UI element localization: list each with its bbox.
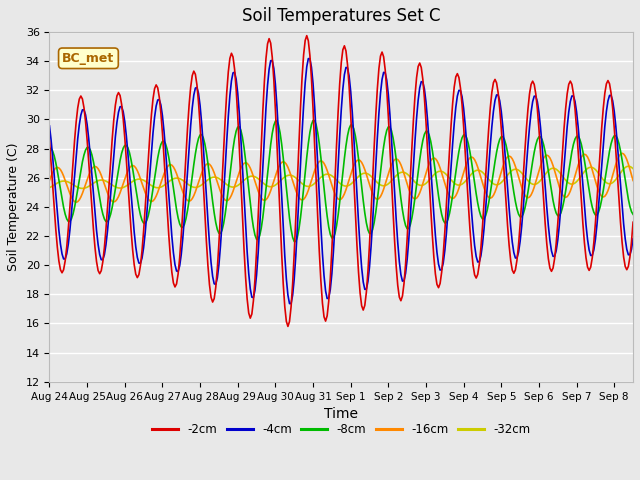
-8cm bbox=[202, 150, 210, 156]
-2cm bbox=[140, 228, 147, 234]
Line: -32cm: -32cm bbox=[49, 166, 633, 189]
-32cm bbox=[625, 163, 632, 169]
-8cm bbox=[143, 218, 150, 224]
-16cm bbox=[76, 197, 83, 203]
-4cm bbox=[305, 56, 312, 61]
-2cm bbox=[303, 33, 310, 38]
-4cm bbox=[287, 300, 295, 306]
-16cm bbox=[618, 150, 626, 156]
-16cm bbox=[579, 152, 587, 158]
Legend: -2cm, -4cm, -8cm, -16cm, -32cm: -2cm, -4cm, -8cm, -16cm, -32cm bbox=[147, 418, 535, 441]
-8cm bbox=[140, 220, 147, 226]
Title: Soil Temperatures Set C: Soil Temperatures Set C bbox=[242, 7, 440, 25]
-2cm bbox=[625, 264, 632, 269]
-4cm bbox=[580, 204, 588, 209]
-8cm bbox=[625, 196, 632, 202]
-16cm bbox=[204, 161, 212, 167]
-32cm bbox=[74, 184, 81, 190]
-2cm bbox=[143, 180, 150, 186]
Line: -4cm: -4cm bbox=[49, 59, 633, 303]
-2cm bbox=[629, 219, 637, 225]
Line: -2cm: -2cm bbox=[49, 36, 633, 326]
-4cm bbox=[202, 192, 210, 198]
-2cm bbox=[284, 324, 292, 329]
-16cm bbox=[145, 196, 152, 202]
-32cm bbox=[579, 171, 587, 177]
-2cm bbox=[580, 240, 588, 246]
Text: BC_met: BC_met bbox=[62, 52, 115, 65]
-8cm bbox=[629, 211, 637, 217]
-32cm bbox=[145, 180, 152, 186]
-4cm bbox=[629, 236, 637, 241]
X-axis label: Time: Time bbox=[324, 407, 358, 421]
-4cm bbox=[143, 212, 150, 217]
-8cm bbox=[45, 145, 53, 151]
-8cm bbox=[580, 157, 588, 163]
-32cm bbox=[623, 164, 630, 169]
-16cm bbox=[45, 178, 53, 183]
Line: -8cm: -8cm bbox=[49, 120, 633, 241]
-2cm bbox=[74, 105, 81, 111]
-8cm bbox=[291, 239, 298, 244]
-32cm bbox=[204, 177, 212, 183]
-16cm bbox=[625, 161, 632, 167]
-4cm bbox=[140, 245, 147, 251]
Y-axis label: Soil Temperature (C): Soil Temperature (C) bbox=[7, 143, 20, 271]
-8cm bbox=[309, 118, 317, 123]
-32cm bbox=[629, 166, 637, 171]
Line: -16cm: -16cm bbox=[49, 153, 633, 202]
-32cm bbox=[79, 186, 86, 192]
-4cm bbox=[45, 123, 53, 129]
-16cm bbox=[141, 190, 149, 195]
-16cm bbox=[629, 178, 637, 183]
-4cm bbox=[625, 252, 632, 258]
-32cm bbox=[45, 185, 53, 191]
-8cm bbox=[74, 187, 81, 192]
-2cm bbox=[45, 138, 53, 144]
-4cm bbox=[74, 136, 81, 142]
-16cm bbox=[72, 199, 80, 205]
-32cm bbox=[141, 178, 149, 184]
-2cm bbox=[202, 238, 210, 244]
